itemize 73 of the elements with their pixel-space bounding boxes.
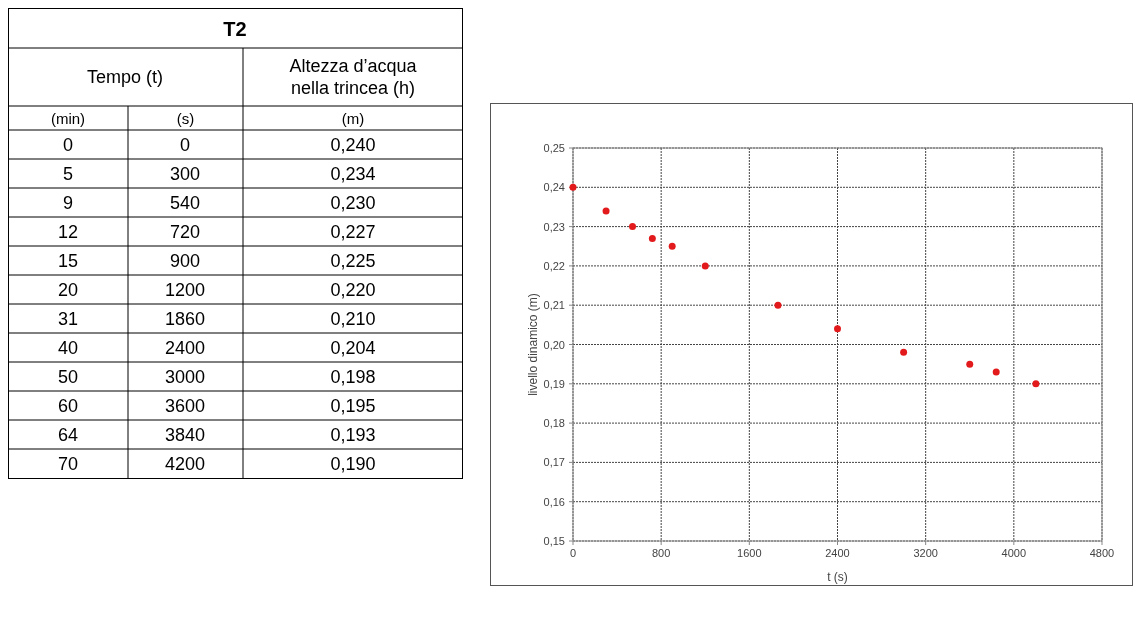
- text: 900: [169, 251, 201, 271]
- text: 0,195: [330, 396, 376, 416]
- x-axis-title: t (s): [827, 570, 848, 584]
- text: 3000: [164, 367, 206, 387]
- category-label: 64: [57, 425, 79, 445]
- y-tick-label: 0,16: [543, 495, 565, 508]
- point: [701, 262, 709, 270]
- point: [966, 360, 974, 368]
- y-tick-label: 0,18: [543, 417, 565, 430]
- text: 0,190: [330, 454, 376, 474]
- y-tick-label: 0,20: [543, 338, 565, 351]
- category-label: 31: [57, 309, 79, 329]
- text: 0,225: [330, 251, 376, 271]
- text: T2: [223, 18, 247, 40]
- y-tick-label: 0,15: [543, 535, 565, 547]
- x-tick-label: 3200: [913, 547, 938, 559]
- text: 1200: [164, 280, 206, 300]
- x-tick-label: 0: [569, 547, 577, 559]
- text: Tempo (t): [86, 67, 164, 87]
- text: 0,220: [330, 280, 376, 300]
- point: [648, 234, 656, 242]
- category-label: 15: [57, 251, 79, 271]
- category-label: 5: [62, 164, 74, 184]
- y-axis-title: livello dinamico (m): [526, 293, 540, 396]
- y-tick-label: 0,21: [543, 299, 565, 312]
- y-tick-label: 0,23: [543, 220, 565, 233]
- text: 1860: [164, 309, 206, 329]
- text: 0,198: [330, 367, 376, 387]
- category-label: 50: [57, 367, 79, 387]
- x-tick-label: 2400: [825, 547, 850, 559]
- text: 2400: [164, 338, 206, 358]
- point: [834, 325, 841, 333]
- text: 4200: [164, 454, 206, 474]
- text: 0,234: [330, 164, 376, 184]
- x-tick-label: 4000: [1001, 547, 1027, 559]
- text: 0,204: [330, 338, 376, 358]
- category-label: 12: [57, 222, 79, 242]
- text: 0,210: [330, 309, 376, 329]
- x-tick-label: 4800: [1089, 547, 1115, 559]
- y-tick-label: 0,24: [543, 181, 565, 194]
- text: 540: [169, 193, 201, 213]
- point: [668, 242, 676, 250]
- text: 300: [169, 164, 201, 184]
- point: [602, 207, 610, 215]
- category-label: 20: [57, 280, 79, 300]
- x-tick-label: 1600: [737, 547, 762, 559]
- x-tick-label: 800: [651, 547, 671, 559]
- point: [992, 368, 1000, 376]
- text: 0,193: [330, 425, 376, 445]
- y-tick-label: 0,22: [543, 259, 565, 272]
- category-label: 60: [57, 396, 79, 416]
- y-tick-label: 0,25: [543, 142, 565, 154]
- text: 0,240: [330, 135, 376, 155]
- point: [774, 301, 782, 309]
- text: 720: [169, 222, 201, 242]
- text: (s): [176, 110, 195, 127]
- text: 3600: [164, 396, 206, 416]
- text: Altezza d’acqua nella trincea (h): [289, 56, 418, 98]
- text: 0,227: [330, 222, 376, 242]
- category-label: 70: [57, 454, 79, 474]
- point: [629, 223, 637, 231]
- point: [1032, 380, 1040, 388]
- text: (min): [50, 110, 86, 127]
- text: (m): [341, 110, 365, 127]
- point: [900, 348, 908, 356]
- y-tick-label: 0,19: [543, 377, 565, 390]
- text: 0: [179, 135, 191, 155]
- category-label: 0: [62, 135, 74, 155]
- category-label: 40: [57, 338, 79, 358]
- y-tick-label: 0,17: [543, 456, 565, 469]
- text: 0,230: [330, 193, 376, 213]
- category-label: 9: [62, 193, 74, 213]
- text: 3840: [164, 425, 206, 445]
